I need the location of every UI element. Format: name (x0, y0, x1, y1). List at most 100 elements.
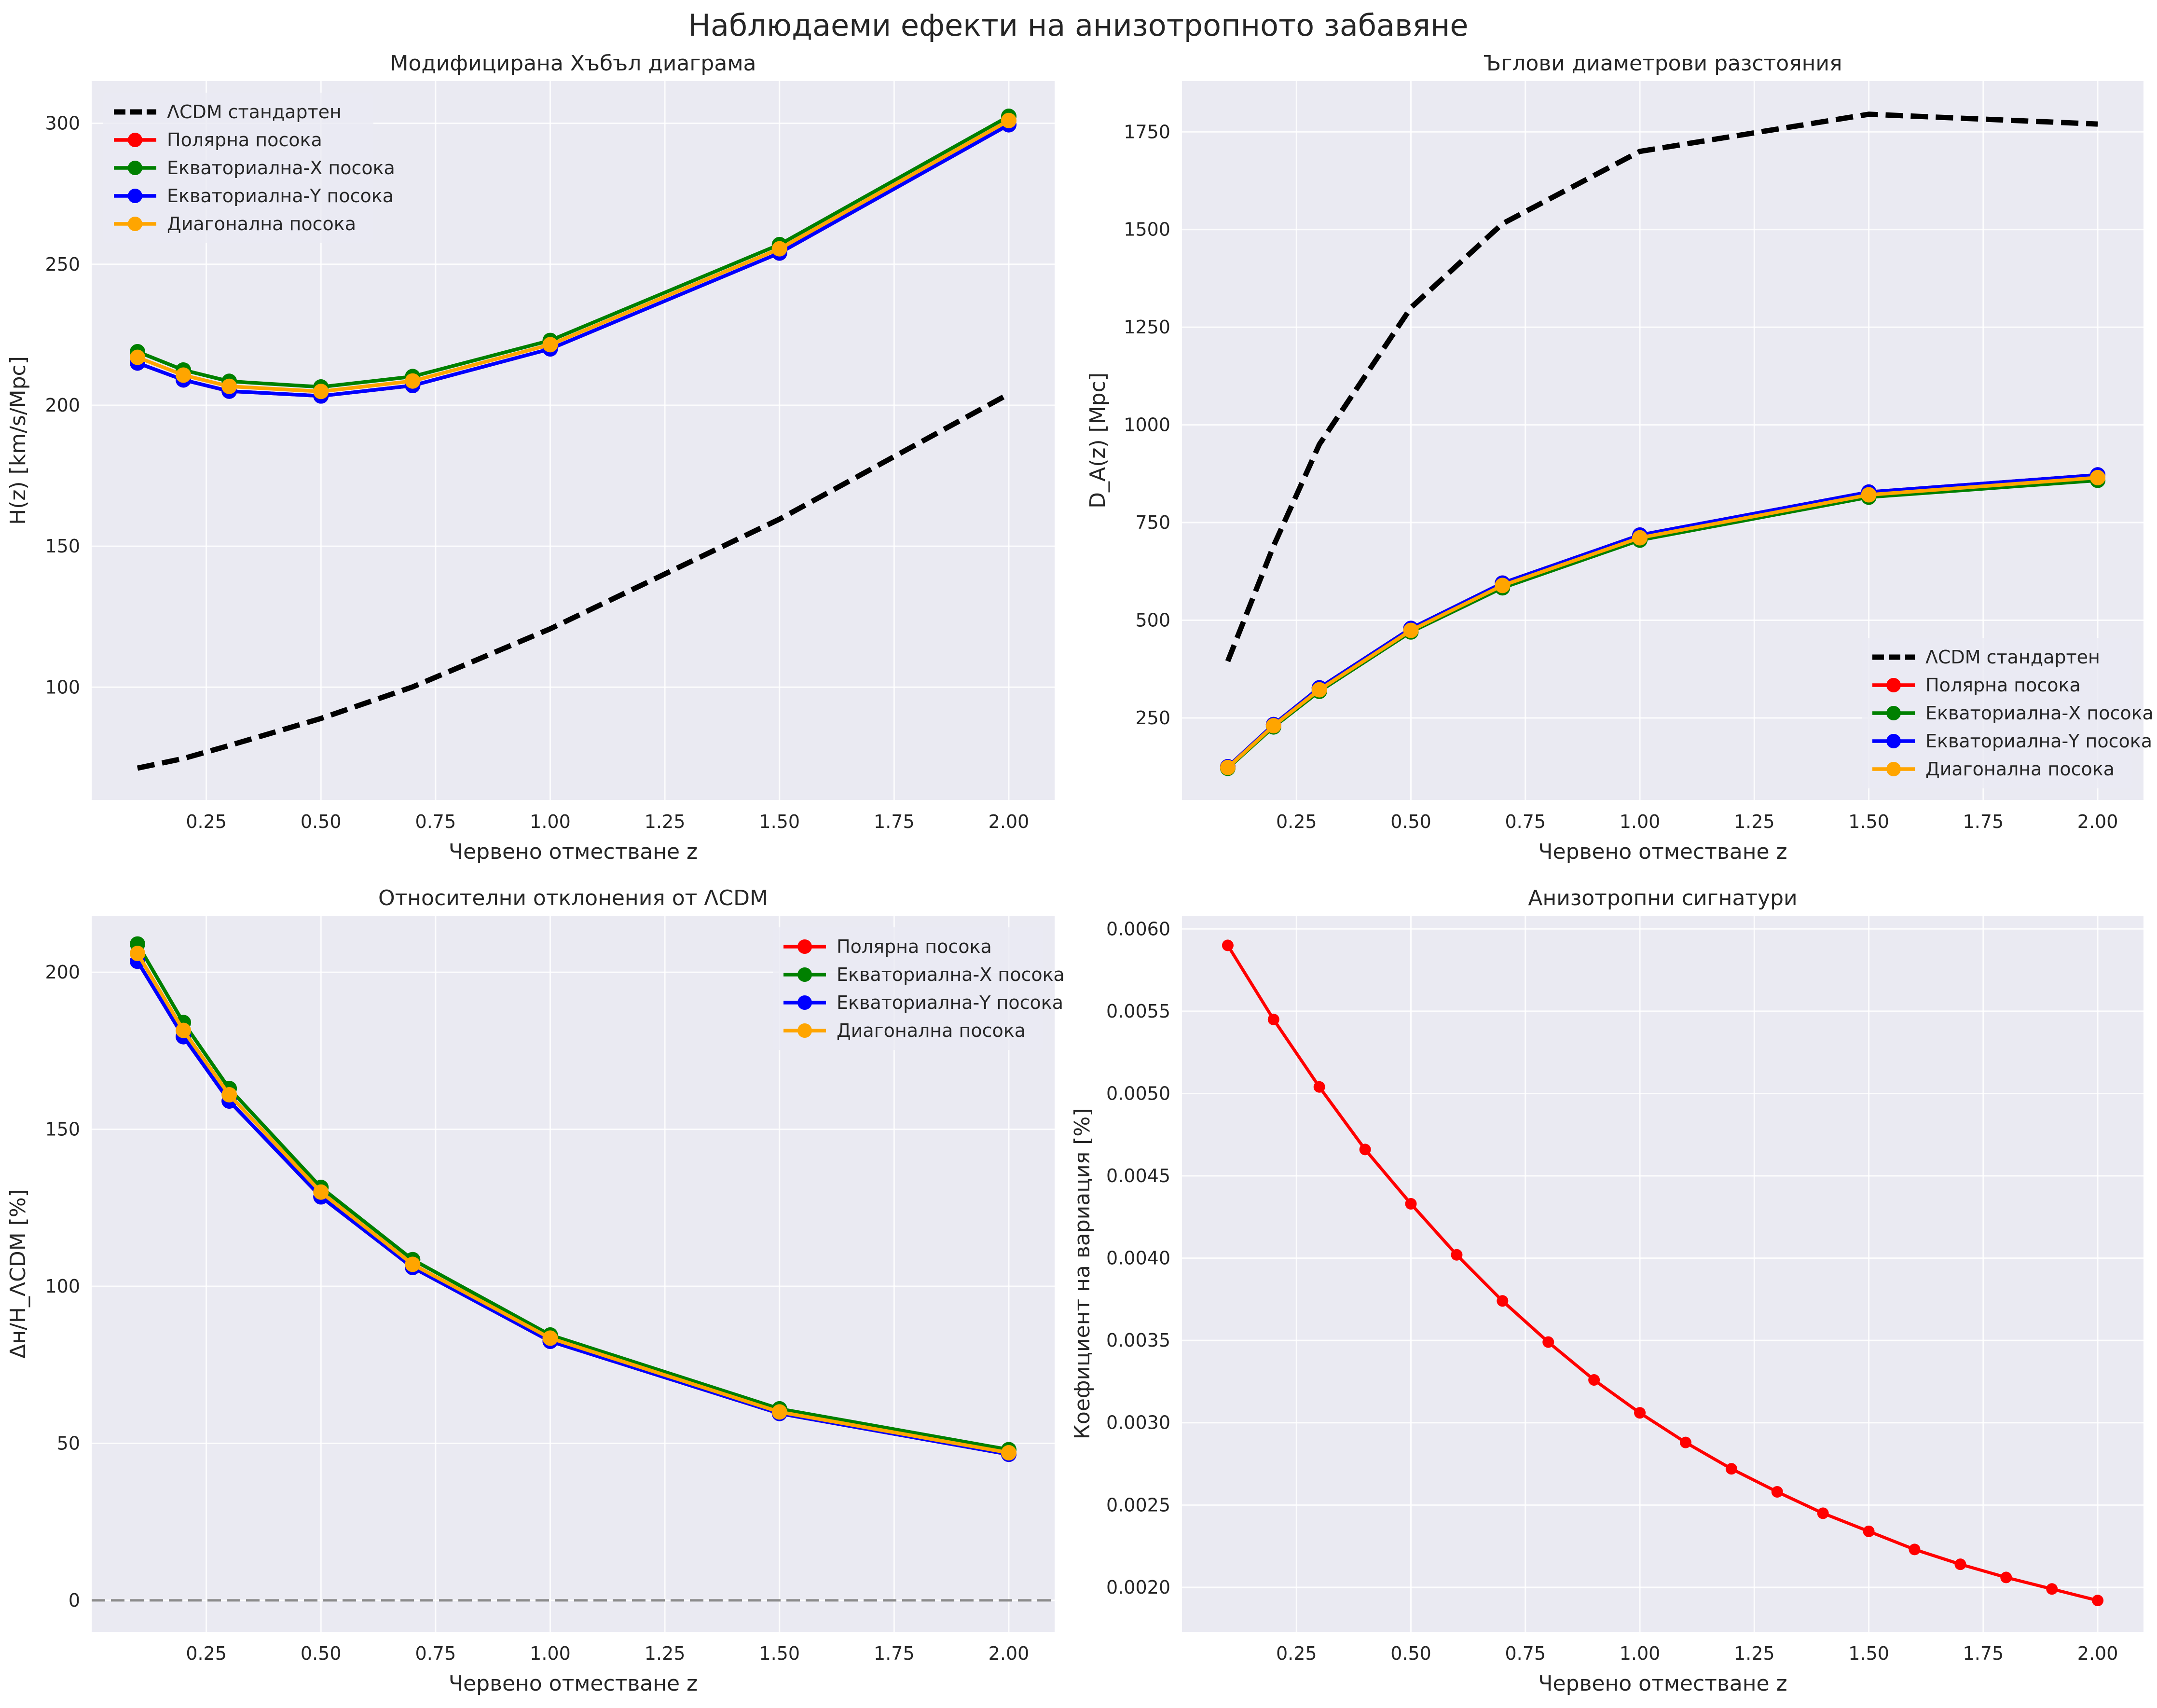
y-tick-label: 0.0060 (1106, 918, 1170, 939)
chart-title: Модифицирана Хъбъл диаграма (390, 51, 756, 76)
x-tick-label: 0.50 (301, 811, 342, 832)
series-5 (1220, 469, 2106, 775)
x-tick-label: 1.75 (1963, 1643, 2004, 1664)
x-tick-label: 0.75 (1505, 1643, 1546, 1664)
x-tick-label: 0.50 (301, 1643, 342, 1664)
data-point (313, 384, 329, 399)
chart-panel-4: 0.25 0.50 0.75 1.00 1.25 1.50 1.75 2.00 0.0020 0.… (1070, 886, 2143, 1696)
data-point (313, 1184, 329, 1200)
data-point (1311, 682, 1327, 698)
y-tick-label: 0.0035 (1106, 1330, 1170, 1351)
legend: Полярна посока Екваториална-X посока Екват… (773, 927, 1065, 1050)
data-point (1495, 578, 1511, 593)
data-point (130, 946, 146, 962)
chart-title: Анизотропни сигнатури (1528, 886, 1797, 910)
y-tick-label: 1000 (1124, 414, 1170, 436)
data-point (1222, 939, 1234, 951)
y-tick-label: 750 (1135, 512, 1170, 533)
series-line (137, 114, 1010, 389)
data-point (221, 1087, 237, 1102)
y-tick-label: 0.0050 (1106, 1083, 1170, 1104)
y-tick-label: 1500 (1124, 219, 1170, 240)
data-point (1542, 1336, 1554, 1348)
x-tick-label: 2.00 (2077, 1643, 2118, 1664)
legend-label: ΛCDM стандартен (1925, 647, 2100, 668)
legend-marker (1886, 762, 1901, 776)
data-point (542, 1330, 558, 1346)
legend-frame (773, 927, 1043, 1050)
x-tick-label: 0.25 (1276, 1643, 1317, 1664)
chart-panel-1: 0.25 0.50 0.75 1.00 1.25 1.50 1.75 2.00 100 150 20… (6, 51, 1055, 864)
x-tick-label: 1.50 (1848, 811, 1889, 832)
legend-label: Екваториална-Y посока (837, 992, 1063, 1013)
legend-marker (797, 967, 812, 982)
data-point (2092, 1595, 2104, 1607)
legend-marker (128, 217, 142, 231)
series-line (1226, 944, 2098, 1602)
x-tick-label: 0.25 (1276, 811, 1317, 832)
x-tick-label: 1.75 (874, 811, 915, 832)
y-tick-label: 0.0040 (1106, 1248, 1170, 1269)
x-axis-label: Червено отместване z (1538, 1671, 1787, 1696)
x-tick-label: 1.25 (645, 1643, 686, 1664)
legend-label: Диагонална посока (167, 213, 356, 234)
legend-marker (1886, 734, 1901, 748)
data-point (1679, 1436, 1691, 1448)
y-tick-label: 500 (1135, 610, 1170, 631)
x-tick-label: 1.25 (645, 811, 686, 832)
data-point (1267, 1013, 1279, 1025)
data-point (2046, 1583, 2058, 1595)
data-point (1771, 1486, 1783, 1498)
series-line (137, 119, 1010, 394)
data-point (221, 378, 237, 394)
legend-label: Екваториална-X посока (167, 157, 395, 179)
y-tick-label: 0.0055 (1106, 1001, 1170, 1022)
chart-title: Относителни отклонения от ΛCDM (378, 886, 768, 910)
data-point (2090, 469, 2106, 485)
data-point (1954, 1558, 1966, 1570)
legend-marker (128, 189, 142, 203)
data-point (1861, 487, 1877, 503)
y-tick-label: 100 (45, 1276, 80, 1297)
series-line (1225, 111, 2098, 662)
x-axis-label: Червено отместване z (449, 840, 698, 864)
series-1 (1222, 939, 2104, 1607)
series-line (136, 943, 1009, 1452)
legend-marker (1886, 678, 1901, 692)
grid-lines (1182, 916, 2143, 1632)
data-point (1863, 1525, 1875, 1537)
series-line (137, 391, 1010, 771)
x-tick-label: 1.25 (1734, 811, 1775, 832)
y-axis-label: Δн/H_ΛCDM [%] (6, 1189, 30, 1359)
y-tick-label: 50 (57, 1433, 80, 1454)
data-point (176, 367, 192, 383)
y-tick-label: 0 (69, 1590, 80, 1611)
data-point (771, 1404, 787, 1420)
legend: ΛCDM стандартен Полярна посока Екваториалн… (1862, 638, 2154, 788)
series-line (1226, 476, 2098, 769)
y-tick-label: 0.0030 (1106, 1412, 1170, 1433)
legend-frame (103, 93, 373, 243)
x-tick-label: 2.00 (989, 1643, 1030, 1664)
chart-panel-3: 0.25 0.50 0.75 1.00 1.25 1.50 1.75 2.00 0 50 100 15… (6, 886, 1065, 1696)
legend-marker (797, 1023, 812, 1038)
x-tick-label: 0.50 (1390, 811, 1431, 832)
x-tick-label: 1.00 (1620, 1643, 1661, 1664)
x-tick-label: 0.25 (186, 1643, 227, 1664)
y-tick-label: 300 (45, 113, 80, 134)
data-point (1220, 759, 1236, 775)
legend-marker (128, 133, 142, 147)
legend-label: Екваториална-X посока (1925, 702, 2154, 724)
y-axis-label: Коефициент на вариация [%] (1070, 1108, 1095, 1440)
y-axis-label: D_A(z) [Mpc] (1085, 372, 1110, 509)
series-line (137, 123, 1010, 398)
x-tick-label: 1.50 (759, 1643, 800, 1664)
series-1 (1225, 111, 2098, 662)
x-tick-label: 0.50 (1390, 1643, 1431, 1664)
data-point (1909, 1543, 1921, 1556)
legend-label: Полярна посока (1925, 675, 2081, 696)
x-tick-label: 2.00 (989, 811, 1030, 832)
y-tick-label: 0.0025 (1106, 1494, 1170, 1515)
x-tick-label: 1.00 (530, 811, 571, 832)
